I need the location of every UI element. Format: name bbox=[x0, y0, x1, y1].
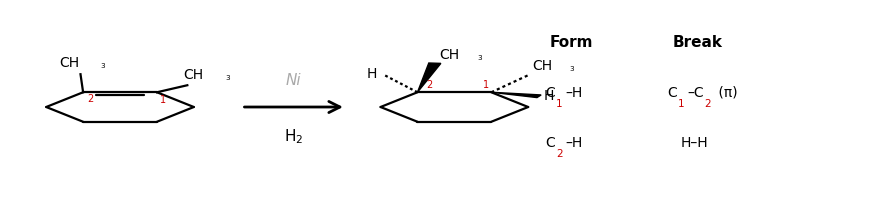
Text: Break: Break bbox=[672, 35, 723, 50]
Text: CH: CH bbox=[439, 48, 460, 62]
Polygon shape bbox=[418, 63, 440, 92]
Text: 1: 1 bbox=[160, 95, 166, 105]
Text: $_3$: $_3$ bbox=[225, 73, 231, 83]
Text: H: H bbox=[367, 67, 378, 81]
Text: $_3$: $_3$ bbox=[570, 64, 576, 74]
Text: (π): (π) bbox=[714, 86, 738, 100]
Text: H$_2$: H$_2$ bbox=[284, 128, 303, 146]
Text: –C: –C bbox=[687, 86, 704, 100]
Text: 2: 2 bbox=[704, 99, 711, 109]
Text: CH: CH bbox=[183, 68, 203, 82]
Text: C: C bbox=[545, 136, 555, 150]
Text: Ni: Ni bbox=[286, 74, 302, 88]
Text: C: C bbox=[667, 86, 676, 100]
Text: 1: 1 bbox=[482, 80, 489, 90]
Text: –H: –H bbox=[565, 136, 583, 150]
Text: 2: 2 bbox=[427, 80, 433, 90]
Polygon shape bbox=[491, 92, 541, 98]
Text: 1: 1 bbox=[677, 99, 684, 109]
Text: H–H: H–H bbox=[680, 136, 708, 150]
Text: –H: –H bbox=[565, 86, 583, 100]
Text: CH: CH bbox=[532, 59, 552, 73]
Text: 2: 2 bbox=[87, 94, 94, 104]
Text: H: H bbox=[544, 89, 554, 103]
Text: $_3$: $_3$ bbox=[101, 61, 107, 71]
Text: $_3$: $_3$ bbox=[476, 53, 482, 63]
Text: 2: 2 bbox=[556, 149, 563, 159]
Text: C: C bbox=[545, 86, 555, 100]
Text: Form: Form bbox=[550, 35, 593, 50]
Text: 1: 1 bbox=[556, 99, 563, 109]
Text: CH: CH bbox=[59, 56, 79, 70]
